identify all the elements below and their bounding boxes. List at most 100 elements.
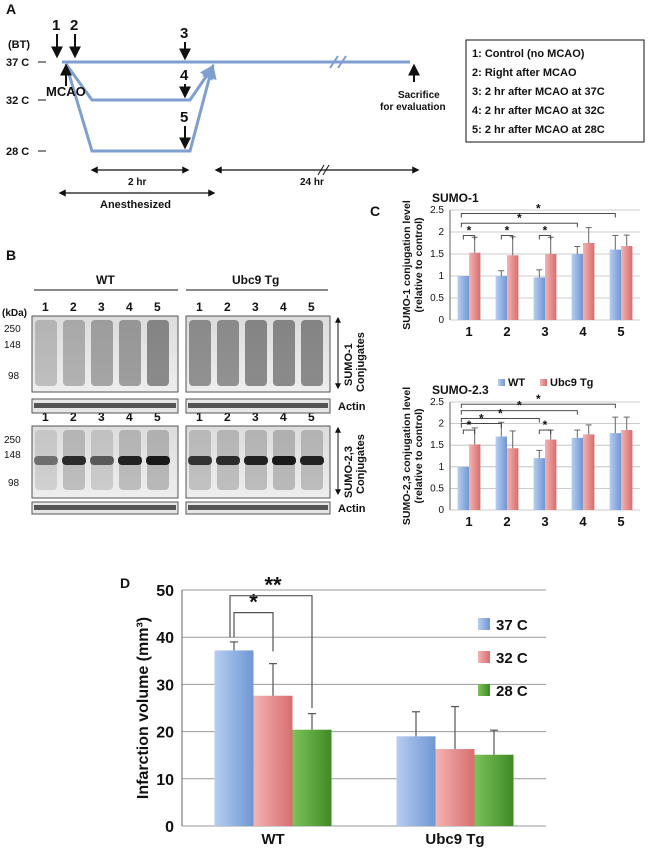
- legend-item-2: 2: Right after MCAO: [472, 67, 577, 79]
- sumo1-label-2: Conjugates: [355, 332, 367, 392]
- bar-ubc9-tg-2: [507, 255, 519, 320]
- significance-bracket: [460, 213, 616, 218]
- legend-swatch-28-c: [478, 684, 490, 696]
- legend-item-1: 1: Control (no MCAO): [472, 48, 585, 60]
- y-tick-label: 30: [156, 677, 174, 694]
- group-tg-label: Ubc9 Tg: [232, 273, 279, 287]
- lane-wt-2-b: 2: [70, 410, 77, 424]
- anesthesized-label: Anesthesized: [100, 199, 171, 211]
- bar-37-c-wt: [214, 650, 254, 826]
- legend-label-wt: WT: [508, 377, 525, 389]
- mw-148-a: 148: [4, 340, 21, 351]
- y-tick-label: 1.5: [430, 440, 444, 451]
- lane-tg-1-b: 1: [196, 410, 203, 424]
- legend-label-28-c: 28 C: [496, 683, 528, 700]
- bar-ubc9-tg-1: [469, 444, 481, 510]
- lane-tg-5-b: 5: [308, 410, 315, 424]
- bar-wt-4: [571, 437, 583, 510]
- sumo1-smear: [147, 320, 169, 386]
- panel-b: B WT Ubc9 Tg (kDa) 1 1 2 2 3 3 4 4 5 5 1 1 2 2 3 3 4 4 5 5…: [2, 247, 367, 515]
- significance-star: *: [543, 418, 548, 432]
- bar-wt-2: [495, 276, 507, 320]
- x-tick-label: 5: [617, 324, 624, 339]
- y-tick-label: 0: [165, 819, 174, 836]
- sacrifice-line1: Sacrifice: [398, 90, 440, 101]
- kda-label: (kDa): [2, 308, 27, 319]
- lane-labels-bottom: 1 1 2 2 3 3 4 4 5 5: [42, 410, 315, 424]
- x-tick-label: 1: [465, 324, 472, 339]
- panel-c: C SUMO-1 0 0.5 1 1.5 2 2.5 SUMO-1 conjugation l…: [370, 191, 640, 529]
- significance-star: *: [517, 211, 522, 225]
- mcao-label: MCAO: [46, 84, 86, 99]
- significance-bracket: [538, 429, 552, 435]
- sumo1-smear: [245, 320, 267, 386]
- legend-label-37-c: 37 C: [496, 617, 528, 634]
- y-tick-label: 0.5: [430, 293, 444, 304]
- legend-item-5: 5: 2 hr after MCAO at 28C: [472, 124, 605, 136]
- temp-32: 32 C: [6, 95, 29, 107]
- significance-star: *: [467, 224, 472, 238]
- temp-28: 28 C: [6, 146, 29, 158]
- panel-b-label: B: [6, 247, 16, 263]
- lane-tg-5-a: 5: [308, 300, 315, 314]
- x-tick-label: 2: [503, 324, 510, 339]
- chart-title: SUMO-2.3: [432, 383, 489, 397]
- sumo1-smear: [273, 320, 295, 386]
- significance-star: *: [498, 406, 503, 420]
- y-tick-label: 2: [438, 227, 444, 238]
- x-tick-label: 4: [579, 324, 587, 339]
- panel-d-label: D: [120, 575, 130, 591]
- bar-wt-1: [457, 276, 469, 320]
- legend-swatch-wt: [498, 379, 505, 386]
- bt-label: (BT): [8, 39, 30, 51]
- actin-label-1: Actin: [338, 401, 366, 413]
- bar-ubc9-tg-3: [545, 254, 557, 320]
- y-axis-label-1: SUMO-1 conjugation level: [401, 200, 413, 330]
- y-tick-label: 10: [156, 772, 174, 789]
- bar-ubc9-tg-4: [583, 434, 595, 510]
- mw-250-a: 250: [4, 324, 21, 335]
- bar-wt-5: [609, 433, 621, 510]
- sumo23-band: [244, 456, 268, 465]
- marker-2: 2: [70, 17, 78, 34]
- bar-wt-3: [533, 277, 545, 320]
- lane-tg-4-b: 4: [280, 410, 287, 424]
- path-28c: [64, 63, 217, 153]
- mw-148-b: 148: [4, 450, 21, 461]
- legend-swatch-tg: [540, 379, 547, 386]
- y-tick-label: 2.5: [430, 397, 444, 408]
- significance-bracket-single: [233, 612, 274, 652]
- y-tick-label: 50: [156, 583, 174, 600]
- sumo1-smear: [189, 320, 211, 386]
- significance-star: *: [517, 399, 522, 413]
- bar-ubc9-tg-3: [545, 439, 557, 510]
- significance-bracket: [462, 235, 476, 240]
- lane-tg-3-a: 3: [252, 300, 259, 314]
- lane-tg-2-b: 2: [224, 410, 231, 424]
- lane-tg-2-a: 2: [224, 300, 231, 314]
- sumo23-band: [300, 456, 324, 465]
- actin-label-2: Actin: [338, 503, 366, 515]
- panel-a-label: A: [6, 1, 16, 17]
- sumo1-smear: [119, 320, 141, 386]
- group-wt-label: WT: [96, 273, 115, 287]
- sumo23-band: [62, 456, 86, 465]
- lane-wt-5-a: 5: [154, 300, 161, 314]
- bar-ubc9-tg-1: [469, 252, 481, 320]
- x-tick-label: 4: [579, 514, 587, 529]
- bar-37-c-ubc9-tg: [396, 736, 436, 826]
- sumo1-smear: [217, 320, 239, 386]
- y-tick-label: 2: [438, 419, 444, 430]
- lane-wt-1-b: 1: [42, 410, 49, 424]
- legend-label-32-c: 32 C: [496, 650, 528, 667]
- y-tick-label: 2.5: [430, 205, 444, 216]
- x-tick-label: 3: [541, 514, 548, 529]
- duration-2hr: 2 hr: [128, 177, 146, 188]
- significance-star: *: [536, 392, 541, 406]
- sacrifice-line2: for evaluation: [380, 102, 446, 113]
- y-tick-label: 0: [438, 315, 444, 326]
- sumo23-band: [90, 456, 114, 465]
